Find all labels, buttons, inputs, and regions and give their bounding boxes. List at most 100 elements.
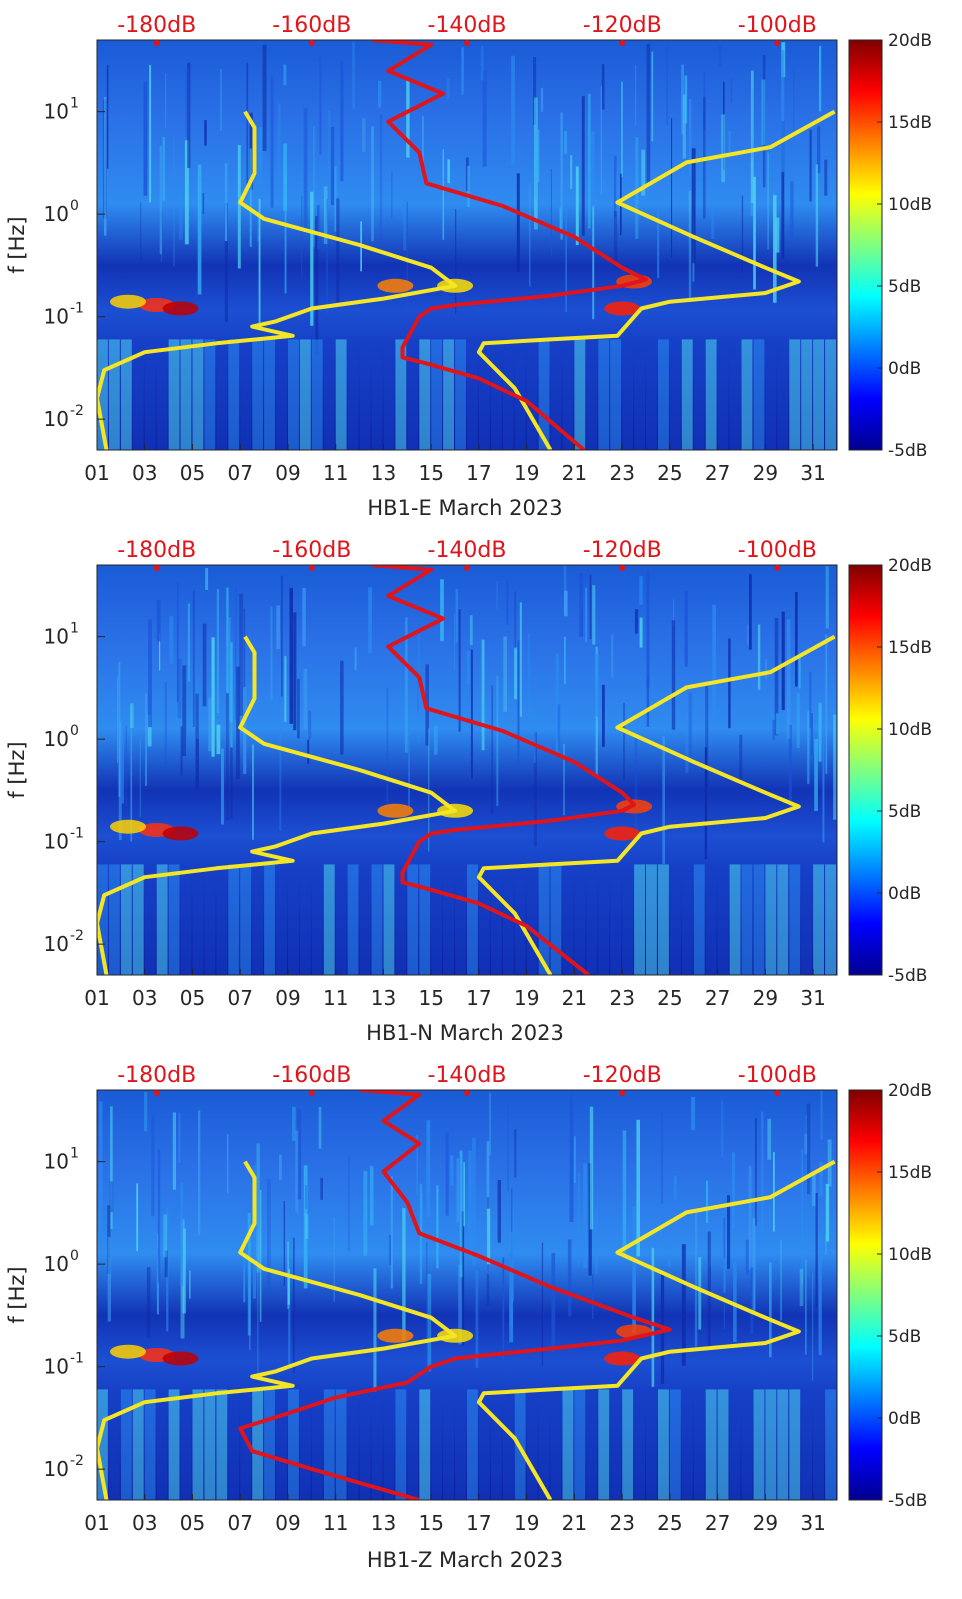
spectral-streak (564, 590, 568, 617)
spectral-streak (707, 1231, 711, 1347)
spectrogram-texture (97, 1090, 836, 1500)
y-tick-label: 10 (44, 1355, 69, 1379)
spectral-streak (352, 41, 355, 109)
spectral-streak (752, 1218, 756, 1311)
spectral-streak (259, 1190, 262, 1322)
low-freq-block (383, 1389, 395, 1500)
top-db-marker (774, 1090, 781, 1096)
spectral-streak (634, 609, 639, 634)
low-freq-block (347, 864, 359, 975)
low-freq-block (538, 864, 550, 975)
x-tick-label: 15 (418, 1511, 443, 1535)
low-freq-block (192, 1389, 204, 1500)
spectral-streak (145, 693, 147, 786)
low-freq-block (681, 339, 693, 450)
top-db-label: -100dB (738, 13, 817, 38)
low-freq-block (478, 339, 490, 450)
spectral-streak (270, 76, 274, 208)
spectral-streak (288, 1262, 291, 1365)
spectral-streak (326, 198, 328, 316)
spectral-streak (810, 713, 813, 756)
energy-spot (162, 1351, 199, 1366)
spectral-streak (198, 1110, 201, 1236)
low-freq-block (526, 1389, 538, 1500)
low-freq-block (825, 864, 836, 975)
spectral-streak (796, 693, 800, 748)
colorbar-tick-label: -5dB (888, 1491, 927, 1511)
low-freq-block (371, 339, 383, 450)
x-tick-label: 13 (371, 986, 396, 1010)
spectral-streak (281, 575, 283, 697)
low-freq-block (765, 864, 777, 975)
low-freq-block (777, 864, 789, 975)
spectral-streak (486, 1208, 491, 1265)
spectral-streak (519, 602, 522, 717)
red-psd-line (238, 1090, 672, 1500)
low-freq-block (288, 864, 299, 975)
spectral-streak (151, 1113, 155, 1216)
low-freq-block (311, 1389, 323, 1500)
low-freq-block (693, 864, 705, 975)
top-db-label: -140dB (428, 13, 507, 38)
spectral-streak (602, 684, 605, 747)
low-freq-block (538, 339, 550, 450)
low-freq-block (478, 1389, 490, 1500)
spectral-streak (646, 676, 650, 727)
x-tick-label: 03 (132, 1511, 157, 1535)
spectral-streak (595, 1207, 598, 1274)
spectral-streak (270, 606, 273, 701)
low-freq-block (562, 864, 574, 975)
colorbar-ticks: 20dB 15dB 10dB 5dB 0dB -5dB (877, 1081, 932, 1511)
low-freq-block (789, 864, 801, 975)
spectral-streak (671, 118, 673, 258)
spectral-streak (330, 127, 335, 206)
top-db-marker (153, 40, 160, 46)
spectral-streak (691, 1096, 696, 1130)
low-freq-block (729, 1389, 741, 1500)
y-tick-exponent: 0 (70, 723, 79, 739)
spectral-streak (681, 64, 684, 135)
low-freq-block (180, 1389, 192, 1500)
spectral-streak (551, 1253, 556, 1353)
spectral-streak (228, 617, 231, 721)
x-tick-label: 15 (418, 461, 443, 485)
spectral-streak (592, 205, 595, 320)
low-freq-block (192, 339, 204, 450)
spectral-streak (534, 144, 537, 175)
low-freq-block (276, 864, 287, 975)
spectral-streak (555, 653, 559, 753)
top-db-marker (464, 40, 470, 46)
low-freq-block (455, 339, 466, 450)
low-freq-block (693, 1389, 705, 1500)
spectral-streak (705, 685, 709, 787)
spectral-streak (491, 685, 493, 815)
y-tick-exponent: 0 (70, 1248, 79, 1264)
spectral-streak (162, 136, 165, 201)
spectral-streak (164, 1250, 168, 1278)
spectral-streak (755, 1118, 757, 1226)
spectral-streak (426, 1120, 431, 1218)
y-tick-label: 10 (44, 1252, 69, 1276)
top-db-label: -160dB (272, 538, 351, 563)
low-freq-block (276, 339, 287, 450)
y-tick-exponent: 0 (70, 198, 79, 214)
spectral-streak (748, 1165, 752, 1270)
spectral-streak (159, 145, 162, 255)
spectral-streak (313, 126, 315, 248)
spectral-streak (757, 624, 761, 690)
spectral-streak (564, 636, 566, 684)
low-freq-block (586, 1389, 598, 1500)
spectral-streak (406, 80, 410, 158)
x-tick-label: 05 (180, 461, 205, 485)
spectral-streak (297, 678, 300, 739)
y-tick-label: 10 (44, 1457, 69, 1481)
x-tick-label: 23 (609, 1511, 634, 1535)
energy-spot (604, 1351, 641, 1366)
low-freq-block (622, 1389, 634, 1500)
y-axis-label: f [Hz] (5, 741, 29, 798)
colorbar-tick-label: 15dB (888, 1163, 932, 1183)
spectral-streak (682, 94, 686, 159)
spectral-streak (747, 624, 749, 646)
spectral-streak (592, 1274, 594, 1319)
spectral-streak (793, 69, 795, 135)
